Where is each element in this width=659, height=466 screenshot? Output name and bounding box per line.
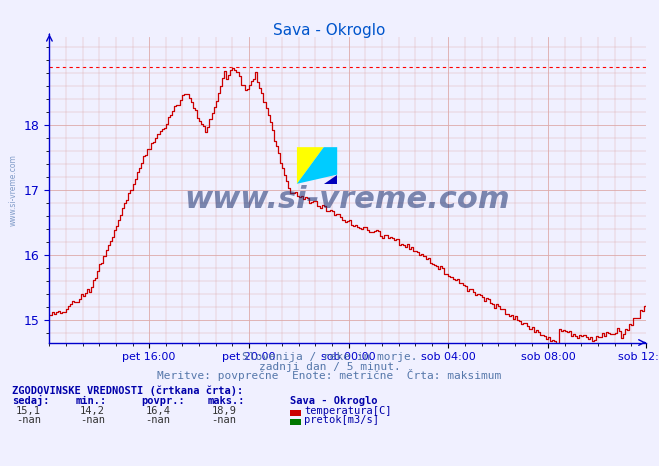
Polygon shape <box>324 175 337 184</box>
Text: -nan: -nan <box>16 415 41 425</box>
Text: sedaj:: sedaj: <box>12 395 49 406</box>
Text: pretok[m3/s]: pretok[m3/s] <box>304 415 380 425</box>
Text: temperatura[C]: temperatura[C] <box>304 406 392 416</box>
Text: Sava - Okroglo: Sava - Okroglo <box>273 23 386 38</box>
Text: zadnji dan / 5 minut.: zadnji dan / 5 minut. <box>258 362 401 371</box>
Text: -nan: -nan <box>212 415 237 425</box>
Text: Sava - Okroglo: Sava - Okroglo <box>290 396 378 406</box>
Polygon shape <box>297 147 337 184</box>
Text: povpr.:: povpr.: <box>142 396 185 406</box>
Text: maks.:: maks.: <box>208 396 245 406</box>
Text: 14,2: 14,2 <box>80 406 105 416</box>
Text: 15,1: 15,1 <box>16 406 41 416</box>
Text: www.si-vreme.com: www.si-vreme.com <box>9 154 18 226</box>
Text: ZGODOVINSKE VREDNOSTI (črtkana črta):: ZGODOVINSKE VREDNOSTI (črtkana črta): <box>12 385 243 396</box>
Polygon shape <box>297 147 324 184</box>
Text: -nan: -nan <box>80 415 105 425</box>
Text: Meritve: povprečne  Enote: metrične  Črta: maksimum: Meritve: povprečne Enote: metrične Črta:… <box>158 370 501 381</box>
Text: 16,4: 16,4 <box>146 406 171 416</box>
Text: www.si-vreme.com: www.si-vreme.com <box>185 185 511 213</box>
Text: min.:: min.: <box>76 396 107 406</box>
Text: -nan: -nan <box>146 415 171 425</box>
Text: Slovenija / reke in morje.: Slovenija / reke in morje. <box>242 352 417 362</box>
Text: 18,9: 18,9 <box>212 406 237 416</box>
